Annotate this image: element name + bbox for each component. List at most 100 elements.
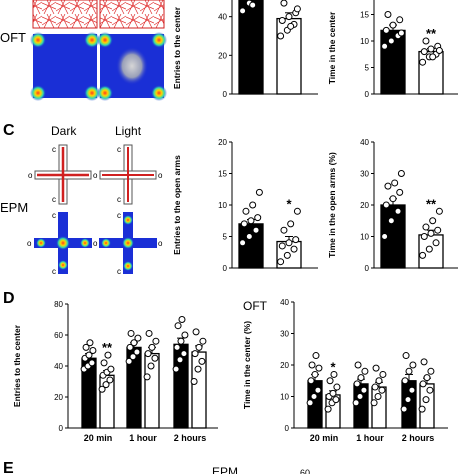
data-point bbox=[240, 220, 248, 228]
data-point bbox=[315, 364, 323, 372]
panel-e-title: EPM bbox=[212, 465, 238, 474]
data-point bbox=[389, 21, 397, 29]
data-point bbox=[332, 396, 340, 404]
data-point bbox=[82, 343, 90, 351]
y-axis-label: Time in the center bbox=[327, 11, 337, 84]
data-point bbox=[239, 7, 247, 15]
arm-label: c bbox=[117, 211, 121, 220]
data-point bbox=[245, 233, 253, 240]
y-axis-label: Entries to the open arms bbox=[172, 155, 182, 255]
epm-time-chart: 0 10 20 30 40 Time in the open arms (%) ** bbox=[327, 138, 458, 273]
arm-label: o bbox=[158, 239, 163, 248]
data-point bbox=[181, 331, 189, 339]
y-tick-label: 10 bbox=[280, 393, 289, 402]
dark-label: Dark bbox=[51, 124, 77, 138]
arm-label: c bbox=[52, 267, 56, 276]
data-point bbox=[148, 343, 156, 351]
data-point bbox=[422, 396, 430, 404]
arm-label: c bbox=[52, 145, 56, 154]
data-point bbox=[180, 350, 188, 358]
category-label: 2 hours bbox=[402, 433, 435, 443]
heatmap-hotspot bbox=[97, 85, 113, 101]
data-point bbox=[419, 251, 427, 259]
data-point bbox=[254, 214, 262, 222]
data-point bbox=[192, 328, 200, 336]
heatmap-hotspot bbox=[151, 32, 167, 48]
arm-label: c bbox=[117, 145, 121, 154]
data-point bbox=[354, 361, 362, 369]
data-point bbox=[280, 226, 288, 234]
data-point bbox=[277, 258, 285, 266]
heatmap-center-blob bbox=[116, 47, 148, 85]
y-tick-label: 10 bbox=[360, 233, 369, 242]
epm-heatmap-light bbox=[99, 212, 157, 274]
data-point bbox=[293, 5, 301, 13]
data-point bbox=[423, 374, 431, 382]
arm-label: o bbox=[27, 239, 32, 248]
data-point bbox=[384, 182, 392, 190]
data-point bbox=[434, 226, 442, 234]
data-point bbox=[89, 347, 97, 354]
y-tick-label: 5 bbox=[223, 233, 228, 242]
data-point bbox=[397, 29, 405, 37]
epm-entries-chart: 0 5 10 15 20 Entries to the open arms * bbox=[172, 138, 318, 273]
data-point bbox=[249, 1, 257, 9]
data-point bbox=[427, 229, 435, 237]
data-point bbox=[152, 337, 160, 345]
y-tick-label: 20 bbox=[54, 393, 63, 402]
data-point bbox=[310, 393, 318, 400]
significance-marker: * bbox=[286, 196, 292, 211]
data-point bbox=[402, 352, 410, 360]
heatmap-hotspot bbox=[84, 85, 100, 101]
data-point bbox=[198, 357, 206, 365]
panel-letter-e: E bbox=[3, 460, 14, 474]
data-point bbox=[408, 386, 416, 394]
data-point bbox=[381, 233, 389, 240]
data-point bbox=[419, 380, 427, 388]
data-point bbox=[104, 351, 112, 359]
data-point bbox=[287, 220, 295, 228]
panel-e-tick-partial: 60 bbox=[300, 468, 310, 474]
bar bbox=[238, 0, 264, 95]
data-point bbox=[311, 370, 319, 378]
data-point bbox=[371, 383, 379, 391]
d-time-chart: 0 10 20 30 40 Time in the center (%) * 20 min 1 … bbox=[242, 298, 448, 443]
data-point bbox=[382, 26, 390, 34]
data-point bbox=[374, 393, 382, 400]
data-point bbox=[427, 367, 435, 375]
y-tick-label: 10 bbox=[218, 201, 227, 210]
significance-marker: * bbox=[286, 0, 292, 3]
data-point bbox=[107, 365, 115, 373]
arm-label: o bbox=[93, 171, 98, 180]
data-point bbox=[133, 348, 141, 356]
data-point bbox=[432, 239, 440, 247]
data-point bbox=[100, 359, 108, 367]
significance-marker: ** bbox=[426, 196, 437, 211]
category-label: 20 min bbox=[84, 433, 113, 443]
data-point bbox=[280, 0, 288, 7]
category-label: 1 hour bbox=[356, 433, 384, 443]
data-point bbox=[194, 365, 202, 373]
heatmap-hotspot bbox=[30, 32, 46, 48]
y-axis-label: Time in the open arms (%) bbox=[327, 152, 337, 258]
data-point bbox=[356, 393, 364, 400]
oft-track-light bbox=[99, 0, 165, 29]
data-point bbox=[427, 45, 435, 53]
data-point bbox=[357, 374, 365, 382]
data-point bbox=[419, 58, 427, 66]
oft-images: OFT bbox=[0, 0, 167, 101]
data-point bbox=[290, 245, 298, 253]
data-point bbox=[391, 179, 399, 187]
significance-marker: * bbox=[330, 359, 336, 374]
data-point bbox=[426, 386, 434, 394]
heatmap-hotspot bbox=[30, 85, 46, 101]
y-tick-label: 0 bbox=[365, 264, 370, 273]
y-tick-label: 40 bbox=[280, 298, 289, 307]
data-point bbox=[387, 217, 395, 225]
arm-label: o bbox=[93, 239, 98, 248]
data-point bbox=[429, 217, 437, 225]
data-point bbox=[247, 217, 255, 225]
epm-heatmap-dark bbox=[34, 212, 92, 274]
oft-track-dark bbox=[32, 0, 98, 29]
data-point bbox=[435, 47, 443, 55]
